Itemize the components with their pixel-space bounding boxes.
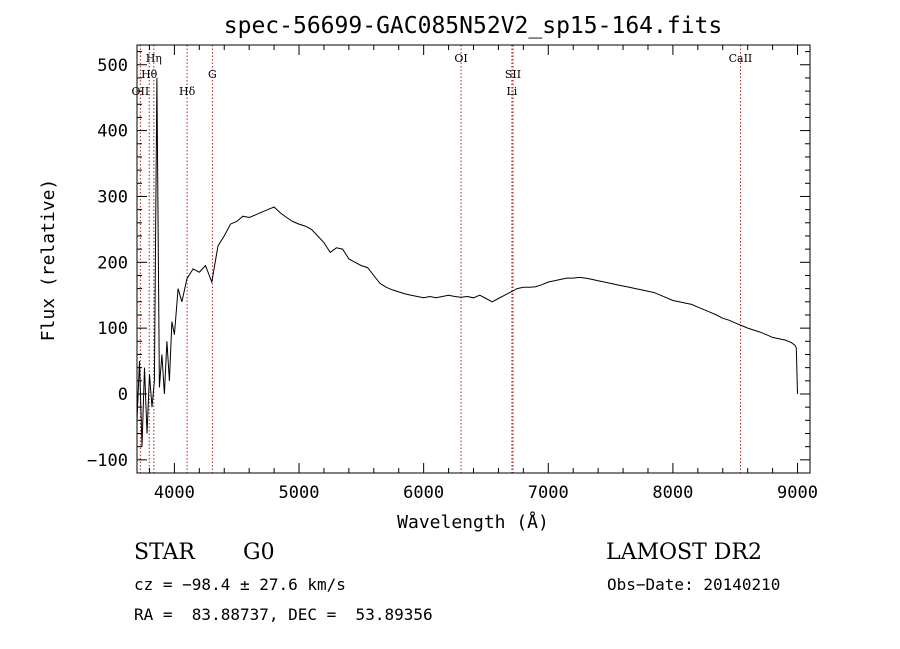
y-tick-label: 0	[118, 385, 128, 405]
chart-title: spec-56699-GAC085N52V2_sp15-164.fits	[224, 13, 723, 39]
spectral-line-label: Li	[506, 85, 517, 98]
spectral-line-label: Hη	[146, 52, 162, 65]
y-tick-label: 100	[97, 319, 128, 339]
y-tick-label: 200	[97, 253, 128, 273]
x-tick-label: 7000	[528, 483, 569, 503]
spectral-subclass: G0	[243, 540, 275, 565]
x-tick-label: 5000	[279, 483, 320, 503]
marker-lines	[139, 45, 741, 473]
x-tick-label: 8000	[652, 483, 693, 503]
coordinates: RA = 83.88737, DEC = 53.89356	[134, 605, 433, 624]
observation-date: Obs−Date: 20140210	[607, 575, 781, 594]
y-tick-label: 500	[97, 56, 128, 76]
spectral-line-label: Hδ	[179, 85, 196, 98]
spectral-line-label: SII	[505, 68, 521, 81]
y-axis-ticks: −100 0 100 200 300 400 500	[87, 51, 810, 474]
y-tick-label: 300	[97, 187, 128, 207]
object-class: STAR	[134, 540, 195, 565]
x-axis-ticks: 4000 5000 6000 7000 8000 9000	[148, 45, 818, 503]
x-axis-label: Wavelength (Å)	[397, 511, 549, 533]
y-axis-label: Flux (relative)	[38, 179, 59, 342]
x-tick-label: 4000	[154, 483, 195, 503]
x-tick-label: 9000	[777, 483, 818, 503]
redshift-velocity: cz = −98.4 ± 27.6 km/s	[134, 575, 346, 594]
plot-frame	[136, 44, 811, 474]
spectral-line-label: CaII	[729, 52, 753, 65]
y-tick-label: 400	[97, 122, 128, 142]
y-tick-label: −100	[87, 451, 128, 471]
spectrum-line	[136, 77, 798, 447]
survey-name: LAMOST DR2	[606, 540, 762, 565]
spectral-line-label: G	[208, 68, 217, 81]
x-tick-label: 6000	[403, 483, 444, 503]
spectral-line-label: Hθ	[141, 68, 158, 81]
spectral-line-label: OI	[454, 52, 467, 65]
